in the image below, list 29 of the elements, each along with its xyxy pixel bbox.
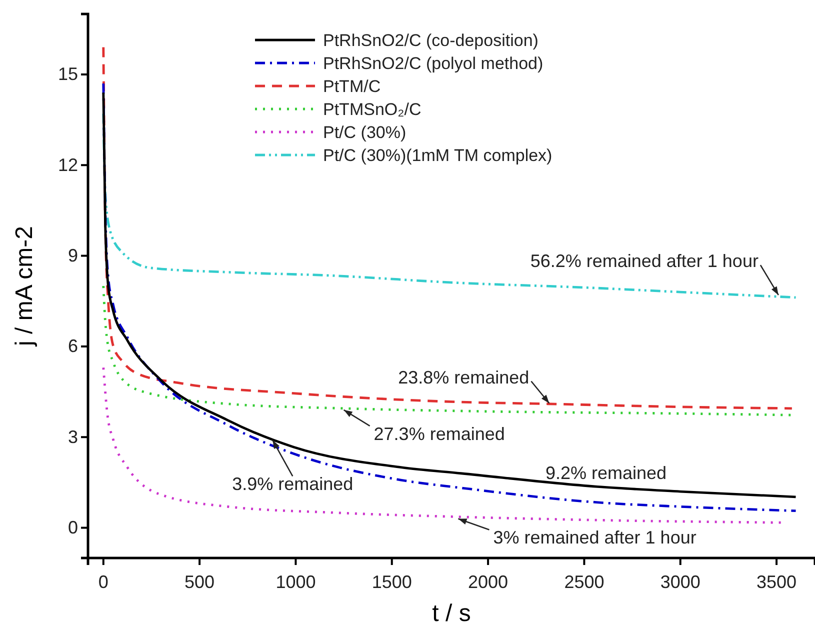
- annotation: 23.8% remained: [398, 367, 530, 388]
- y-axis-title: j / mA cm-2: [11, 226, 38, 348]
- y-tick-label: 15: [58, 64, 78, 84]
- x-tick-label: 2500: [564, 572, 604, 592]
- legend-label: Pt/C (30%): [323, 123, 406, 142]
- x-axis-title: t / s: [432, 600, 471, 627]
- y-tick-label: 3: [68, 426, 78, 447]
- x-tick-label: 500: [184, 572, 215, 592]
- annotation: 3.9% remained: [232, 474, 354, 494]
- x-tick-label: 1000: [276, 572, 316, 592]
- y-tick-label: 6: [68, 336, 78, 356]
- legend-label: PtTMSnO₂/C: [323, 100, 422, 119]
- x-tick-label: 3500: [756, 572, 797, 592]
- y-tick-label: 12: [58, 154, 78, 175]
- annotation: 27.3% remained: [374, 424, 505, 444]
- y-tick-label: 9: [68, 246, 78, 266]
- x-tick-label: 0: [98, 572, 108, 592]
- legend-label: PtRhSnO2/C (co-deposition): [323, 31, 538, 50]
- annotation: 9.2% remained: [545, 463, 667, 483]
- x-tick-label: 1500: [372, 572, 412, 592]
- y-tick-label: 0: [68, 518, 78, 538]
- annotation: 3% remained after 1 hour: [493, 528, 696, 548]
- line-series: [102, 284, 794, 416]
- legend-label: PtRhSnO2/C (polyol method): [323, 54, 544, 73]
- legend-label: PtTM/C: [323, 77, 381, 96]
- legend-label: Pt/C (30%)(1mM TM complex): [323, 146, 552, 165]
- annotation: 56.2% remained after 1 hour: [530, 251, 758, 272]
- x-tick-label: 2000: [468, 572, 508, 592]
- x-tick-label: 3000: [660, 572, 700, 592]
